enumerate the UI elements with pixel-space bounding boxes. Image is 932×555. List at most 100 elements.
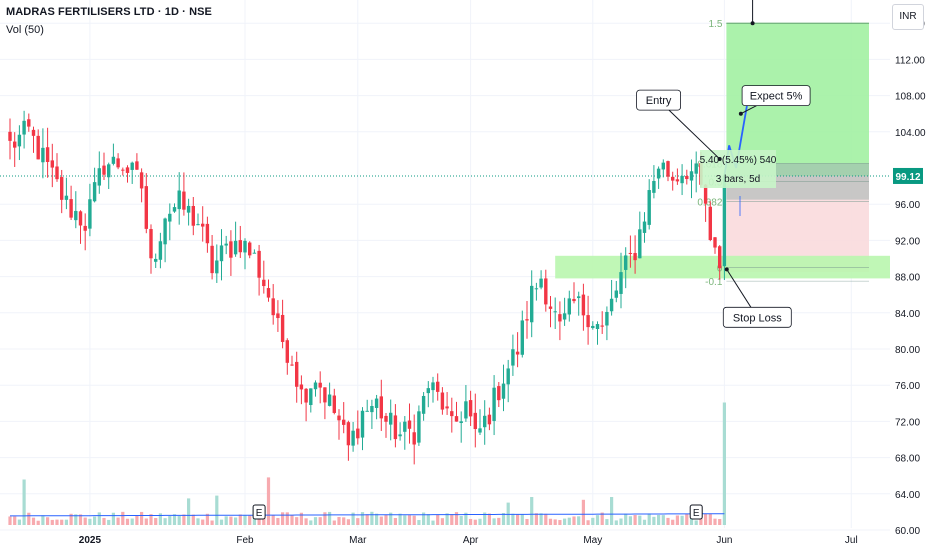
candle	[675, 168, 680, 185]
volume-bar	[93, 516, 97, 525]
candle-body	[22, 120, 26, 135]
candle	[473, 393, 477, 448]
candle-body	[718, 246, 722, 269]
volume-bar	[248, 515, 252, 525]
candle	[313, 380, 318, 397]
volume-bar	[346, 519, 350, 525]
currency-button[interactable]: INR	[892, 4, 924, 30]
last-price-value: 99.12	[895, 172, 920, 183]
candle-body	[154, 258, 158, 262]
candle	[647, 179, 651, 230]
candle	[60, 169, 64, 214]
candle-body	[440, 392, 445, 410]
candle-body	[182, 191, 186, 210]
position-info-box: 5.40 (5.45%) 540 3 bars, 5d	[700, 150, 777, 216]
volume-bar	[172, 514, 177, 525]
candle	[130, 161, 134, 184]
volume-bar	[318, 517, 322, 525]
candle-body	[280, 314, 285, 342]
volume-bar	[281, 512, 285, 525]
volume-bar	[398, 513, 402, 525]
candle	[177, 172, 181, 225]
candle	[633, 235, 637, 274]
volume-bar	[64, 519, 68, 525]
candle	[295, 351, 299, 403]
candle-body	[666, 161, 670, 177]
callout-box	[636, 89, 681, 111]
earnings-event-marker: E	[252, 504, 266, 520]
volume-bar	[525, 518, 529, 525]
callout: Expect 5%	[738, 85, 811, 116]
candle	[624, 247, 628, 289]
volume-bar	[661, 515, 665, 525]
candle-body	[708, 206, 712, 241]
volume-bar	[440, 518, 444, 525]
candle-body	[356, 428, 360, 439]
volume-bar	[633, 515, 637, 525]
volume-bar	[135, 515, 139, 525]
candle	[299, 375, 304, 405]
volume-bar	[628, 516, 632, 525]
x-tick-label: May	[583, 535, 602, 546]
volume-bar	[389, 512, 393, 525]
candle	[581, 283, 586, 331]
candle-body	[130, 162, 134, 170]
volume-bar	[393, 518, 397, 525]
candle-body	[172, 207, 177, 212]
volume-bar	[638, 515, 642, 525]
volume-bar	[27, 512, 31, 525]
candle	[280, 299, 285, 349]
candle	[708, 201, 712, 242]
candle	[309, 388, 313, 413]
candle	[595, 321, 600, 345]
candle	[45, 127, 50, 178]
candle-body	[36, 135, 40, 160]
candle-body	[186, 205, 191, 213]
candle	[191, 196, 195, 236]
volume-bar	[426, 514, 430, 525]
volume-bar	[647, 513, 651, 525]
volume-bar	[234, 517, 238, 525]
candle	[553, 297, 557, 330]
candle-body	[647, 190, 651, 225]
volume-bar	[365, 514, 369, 525]
y-tick-label: 88.00	[895, 273, 920, 284]
candle	[652, 165, 656, 199]
volume-bar	[577, 516, 581, 525]
candle-body	[374, 398, 379, 408]
volume-bar	[689, 516, 694, 525]
candle-body	[210, 245, 214, 274]
volume-bar	[295, 517, 299, 525]
candle-body	[661, 162, 665, 170]
candle	[501, 364, 506, 412]
volume-bar	[215, 495, 219, 525]
candle	[323, 387, 327, 420]
candle-body	[558, 314, 562, 322]
volume-bar	[680, 515, 684, 525]
volume-bar	[563, 518, 567, 525]
callout-anchor	[717, 156, 722, 161]
candle-body	[553, 311, 557, 313]
candle	[656, 166, 661, 189]
candle-body	[421, 395, 426, 414]
candle-body	[464, 401, 468, 419]
candle	[266, 279, 271, 302]
volume-bar	[107, 519, 111, 525]
candle-body	[351, 430, 355, 446]
candle-body	[417, 411, 421, 443]
candle	[407, 403, 412, 444]
candle	[158, 232, 163, 269]
candle-body	[591, 325, 595, 329]
candle	[17, 125, 22, 161]
volume-bar	[417, 520, 421, 525]
candle-body	[605, 311, 609, 326]
candle-body	[17, 134, 22, 147]
volume-bar	[610, 497, 614, 525]
volume-bar	[36, 520, 40, 525]
candle	[389, 399, 393, 441]
fib-label: 1.5	[708, 19, 722, 30]
candle-body	[445, 406, 449, 409]
candle	[417, 405, 421, 446]
